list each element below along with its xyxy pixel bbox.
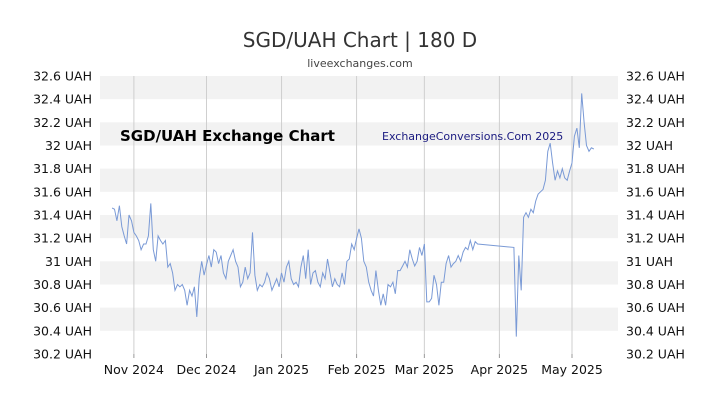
x-axis: Nov 2024 Dec 2024 Jan 2025 Feb 2025 Mar 2025…	[104, 362, 603, 377]
y-tick-label-right: 32.2 UAH	[626, 115, 685, 130]
y-tick-label-left: 30.6 UAH	[33, 300, 92, 315]
plot-bands	[100, 76, 618, 331]
watermark-right: ExchangeConversions.Com 2025	[382, 130, 563, 143]
y-tick-label-right: 31.2 UAH	[626, 231, 685, 246]
y-tick-label-right: 31.8 UAH	[626, 161, 685, 176]
y-tick-label-right: 32.4 UAH	[626, 92, 685, 107]
plot-band	[100, 307, 618, 331]
x-tick-label: Jan 2025	[253, 362, 309, 377]
x-tick-label: Nov 2024	[104, 362, 164, 377]
y-tick-label-right: 30.8 UAH	[626, 277, 685, 292]
y-axis-right: 32.6 UAH 32.4 UAH 32.2 UAH 32 UAH 31.8 UAH 31…	[626, 69, 685, 362]
y-tick-label-left: 30.2 UAH	[33, 347, 92, 362]
plot-band	[100, 122, 618, 146]
y-tick-label-left: 32.6 UAH	[33, 69, 92, 84]
y-tick-label-right: 31 UAH	[626, 254, 673, 269]
chart-subtitle: liveexchanges.com	[307, 57, 412, 70]
y-tick-label-right: 30.2 UAH	[626, 347, 685, 362]
x-tick-label: Mar 2025	[395, 362, 454, 377]
vertical-gridlines	[133, 76, 573, 358]
y-tick-label-left: 31.2 UAH	[33, 231, 92, 246]
y-tick-label-left: 32.2 UAH	[33, 115, 92, 130]
y-tick-label-right: 31.4 UAH	[626, 208, 685, 223]
y-tick-label-left: 32 UAH	[45, 138, 92, 153]
chart-title: SGD/UAH Chart | 180 D	[243, 28, 477, 52]
plot-band	[100, 261, 618, 285]
x-tick-label: Dec 2024	[177, 362, 237, 377]
plot-band	[100, 168, 618, 192]
y-tick-label-left: 31.6 UAH	[33, 184, 92, 199]
y-tick-label-left: 30.8 UAH	[33, 277, 92, 292]
x-tick-label: Apr 2025	[471, 362, 528, 377]
y-tick-label-right: 31.6 UAH	[626, 184, 685, 199]
watermark-left: SGD/UAH Exchange Chart	[120, 127, 335, 145]
y-tick-label-right: 30.4 UAH	[626, 323, 685, 338]
y-tick-label-left: 31.4 UAH	[33, 208, 92, 223]
plot-band	[100, 215, 618, 239]
y-tick-label-left: 30.4 UAH	[33, 323, 92, 338]
x-tick-label: Feb 2025	[328, 362, 386, 377]
y-tick-label-left: 31.8 UAH	[33, 161, 92, 176]
plot-band	[100, 76, 618, 100]
y-tick-label-right: 30.6 UAH	[626, 300, 685, 315]
y-tick-label-left: 31 UAH	[45, 254, 92, 269]
x-tick-label: May 2025	[541, 362, 603, 377]
y-tick-label-right: 32.6 UAH	[626, 69, 685, 84]
y-tick-label-left: 32.4 UAH	[33, 92, 92, 107]
y-axis-left: 32.6 UAH 32.4 UAH 32.2 UAH 32 UAH 31.8 UAH 31…	[33, 69, 92, 362]
y-tick-label-right: 32 UAH	[626, 138, 673, 153]
series-line	[111, 93, 595, 337]
